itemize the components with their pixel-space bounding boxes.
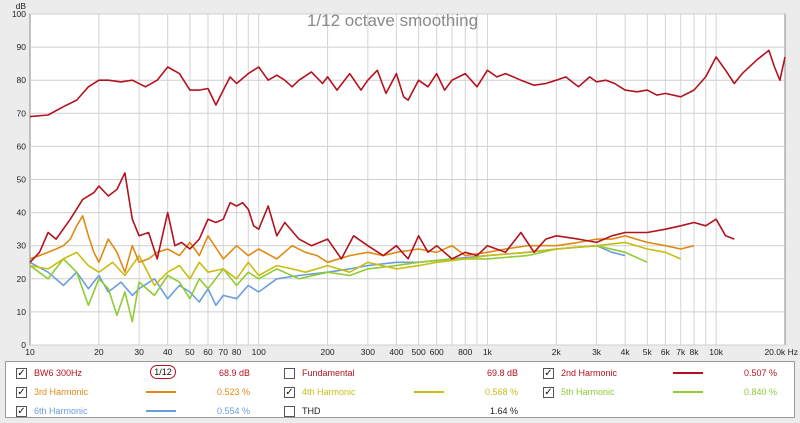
legend-checkbox-thd[interactable] [284, 405, 295, 417]
x-tick-label: 4k [621, 347, 631, 357]
y-tick-label: 30 [17, 241, 27, 251]
x-tick-label: 60 [203, 347, 213, 357]
y-tick-label: 10 [17, 307, 27, 317]
y-tick-label: 90 [17, 42, 27, 52]
legend-item-thd: THD 1.64 % [284, 401, 518, 421]
x-tick-label: 40 [163, 347, 173, 357]
legend-swatch [414, 372, 444, 374]
legend-value: 0.507 % [743, 368, 777, 378]
series-line-4th-harmonic [29, 241, 682, 287]
x-tick-label: 200 [320, 347, 334, 357]
x-tick-label: 70 [219, 347, 229, 357]
legend-label: 3rd Harmonic [34, 387, 89, 397]
chart-area: 0 10 20 30 40 50 60 70 80 90 100 dB 10 20 30 40 50 60 70 80… [12, 1, 798, 357]
x-tick-label: 6k [661, 347, 671, 357]
legend-swatch [673, 372, 703, 374]
legend-value: 0.840 % [743, 387, 777, 397]
x-tick-label: 1k [483, 347, 493, 357]
series-line-2nd-harmonic [29, 172, 735, 263]
legend-swatch [146, 391, 176, 393]
legend-swatch [146, 372, 176, 374]
legend-checkbox-fundamental[interactable] [284, 367, 295, 379]
x-tick-label: 500 [411, 347, 425, 357]
legend-label: 2nd Harmonic [561, 368, 618, 378]
y-tick-label: 0 [21, 340, 26, 350]
legend-label: 6th Harmonic [34, 406, 88, 416]
legend-item-2nd-harmonic: ✓ 2nd Harmonic 0.507 % [543, 363, 777, 383]
legend-item-fundamental: Fundamental 69.8 dB [284, 363, 518, 383]
legend-checkbox-4th-harmonic[interactable]: ✓ [284, 386, 295, 398]
x-tick-label: 20.0k Hz [764, 347, 798, 357]
legend-checkbox-bw6-300hz[interactable]: ✓ [16, 367, 27, 379]
x-tick-label: 50 [185, 347, 195, 357]
x-tick-label: 10 [25, 347, 35, 357]
legend-swatch [414, 410, 444, 412]
legend-swatch [673, 391, 703, 393]
x-tick-label: 800 [458, 347, 472, 357]
y-tick-label: 40 [17, 208, 27, 218]
legend-checkbox-6th-harmonic[interactable]: ✓ [16, 405, 27, 417]
legend-swatch [146, 410, 176, 412]
legend-panel: 1/12 ✓ BW6 300Hz 68.9 dB Fundamental 69.8 dB… [5, 361, 795, 418]
legend-item-4th-harmonic: ✓ 4th Harmonic 0.568 % [284, 382, 518, 402]
x-tick-label: 10k [709, 347, 723, 357]
x-tick-label: 100 [252, 347, 266, 357]
y-tick-label: 80 [17, 75, 27, 85]
chart-title: 1/12 octave smoothing [307, 11, 478, 30]
legend-value: 0.523 % [216, 387, 250, 397]
legend-checkbox-3rd-harmonic[interactable]: ✓ [16, 386, 27, 398]
legend-item-3rd-harmonic: ✓ 3rd Harmonic 0.523 % [16, 382, 250, 402]
x-tick-label: 3k [592, 347, 602, 357]
legend-label: BW6 300Hz [34, 368, 83, 378]
x-tick-label: 20 [94, 347, 104, 357]
series-line-bw6-300hz [29, 49, 786, 118]
legend-item-5th-harmonic: ✓ 5th Harmonic 0.840 % [543, 382, 777, 402]
y-tick-label: 60 [17, 141, 27, 151]
x-tick-label: 7k [676, 347, 686, 357]
x-tick-label: 8k [689, 347, 699, 357]
legend-item-6th-harmonic: ✓ 6th Harmonic 0.554 % [16, 401, 250, 421]
legend-checkbox-2nd-harmonic[interactable]: ✓ [543, 367, 554, 379]
x-tick-label: 30 [134, 347, 144, 357]
y-axis-label: dB [16, 1, 27, 11]
y-tick-label: 70 [17, 108, 27, 118]
legend-label: 5th Harmonic [561, 387, 615, 397]
x-tick-label: 300 [361, 347, 375, 357]
x-tick-label: 400 [389, 347, 403, 357]
smoothing-indicator[interactable]: 1/12 [150, 365, 176, 379]
legend-label: 4th Harmonic [302, 387, 356, 397]
legend-value: 69.8 dB [486, 368, 518, 378]
legend-checkbox-5th-harmonic[interactable]: ✓ [543, 386, 554, 398]
legend-item-bw6-300hz: ✓ BW6 300Hz 68.9 dB [16, 363, 250, 383]
legend-value: 1.64 % [489, 406, 518, 416]
legend-value: 68.9 dB [218, 368, 250, 378]
y-tick-label: 100 [12, 9, 26, 19]
x-tick-label: 5k [643, 347, 653, 357]
legend-value: 0.554 % [216, 406, 250, 416]
legend-label: Fundamental [302, 368, 355, 378]
legend-swatch [414, 391, 444, 393]
x-tick-label: 80 [232, 347, 242, 357]
y-tick-label: 20 [17, 274, 27, 284]
legend-value: 0.568 % [484, 387, 518, 397]
y-tick-label: 50 [17, 175, 27, 185]
x-tick-label: 600 [430, 347, 444, 357]
x-tick-label: 2k [552, 347, 562, 357]
series-line-3rd-harmonic [29, 215, 695, 273]
legend-label: THD [302, 406, 321, 416]
